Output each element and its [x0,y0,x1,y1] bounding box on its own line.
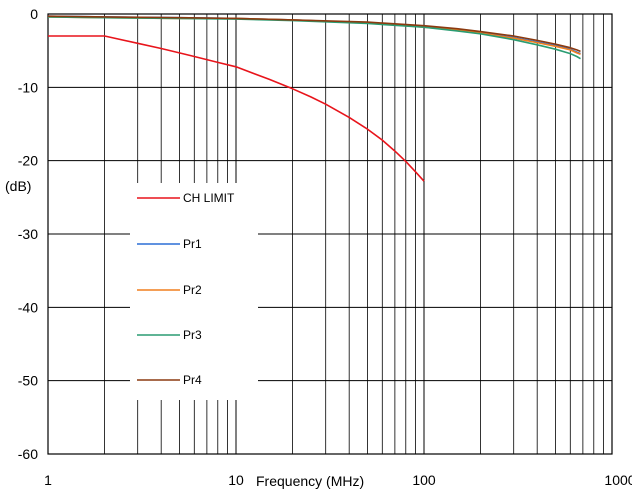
y-tick-labels: 0 -10 -20 -30 -40 -50 -60 [18,6,38,462]
legend-label: Pr1 [183,237,202,251]
y-tick-label: -10 [18,79,38,95]
legend-label: Pr4 [183,373,202,387]
y-tick-label: -30 [18,226,38,242]
x-tick-label: 1 [44,472,52,488]
x-tick-labels: 1 10 100 1000 [44,472,632,488]
y-axis-title: (dB) [5,178,31,194]
legend-label: Pr3 [183,328,202,342]
x-tick-label: 10 [228,472,244,488]
x-tick-label: 100 [412,472,436,488]
x-axis-title: Frequency (MHz) [256,473,364,489]
x-axis-title-background [250,462,400,488]
series-line-pr4 [47,15,581,53]
legend: CH LIMIT Pr1 Pr2 Pr3 Pr4 [130,183,258,400]
y-tick-label: 0 [30,6,38,22]
legend-label: CH LIMIT [183,191,235,205]
legend-label: Pr2 [183,283,202,297]
y-tick-label: -60 [18,446,38,462]
plot-border [47,13,613,455]
plot-frame [47,13,613,455]
y-tick-label: -40 [18,299,38,315]
y-tick-label: -50 [18,373,38,389]
series-line-ch-limit [48,35,425,182]
x-tick-label: 1000 [604,472,632,488]
series-lines [47,15,581,182]
grid [48,14,612,454]
legend-box [130,183,258,400]
y-tick-label: -20 [18,153,38,169]
